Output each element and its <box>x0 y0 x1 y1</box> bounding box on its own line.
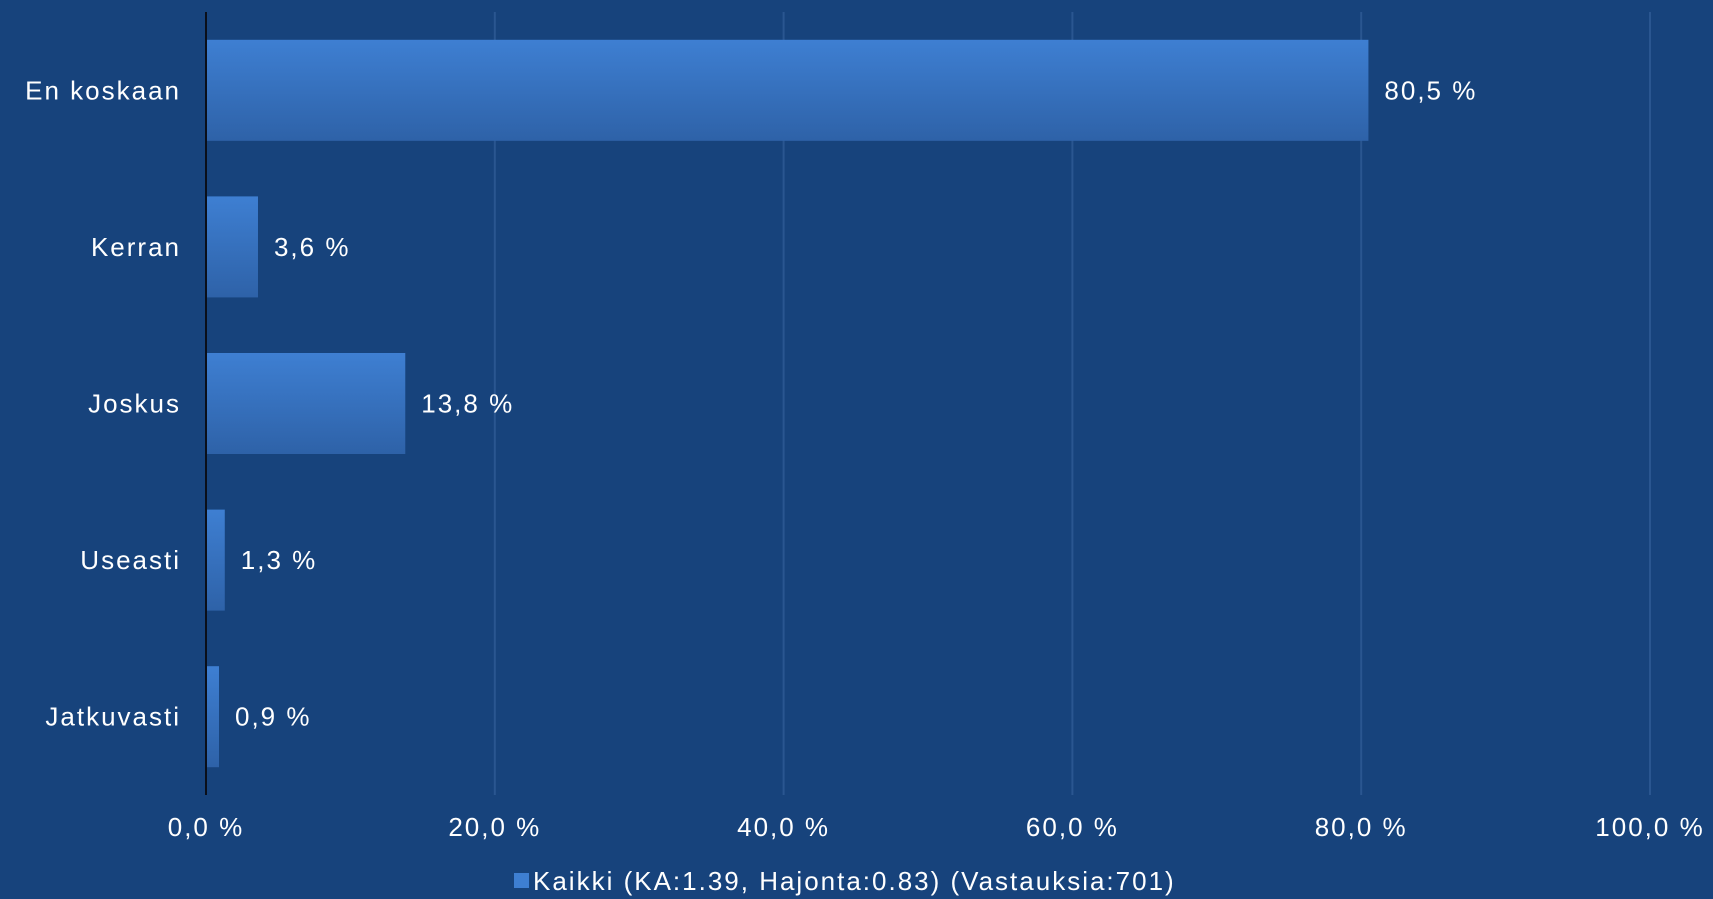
x-tick-label: 40,0 % <box>737 812 830 842</box>
grid-lines <box>493 12 1651 795</box>
x-tick-label: 60,0 % <box>1026 812 1119 842</box>
bar <box>206 196 258 298</box>
data-label: 13,8 % <box>421 389 514 419</box>
bar <box>206 353 406 454</box>
legend: Kaikki (KA:1.39, Hajonta:0.83) (Vastauks… <box>514 866 1176 896</box>
category-label: Useasti <box>80 545 181 575</box>
data-label: 0,9 % <box>235 702 312 732</box>
category-label: En koskaan <box>25 75 181 105</box>
x-tick-label: 20,0 % <box>448 812 541 842</box>
category-label: Jatkuvasti <box>45 702 181 732</box>
category-label: Joskus <box>88 389 181 419</box>
data-label: 1,3 % <box>241 545 318 575</box>
labels: 0,0 % 20,0 % 40,0 % 60,0 % 80,0 % 100,0 % En k… <box>25 75 1704 842</box>
bar <box>206 39 1369 141</box>
legend-swatch <box>514 873 529 888</box>
x-tick-label: 0,0 % <box>168 812 245 842</box>
legend-label: Kaikki (KA:1.39, Hajonta:0.83) (Vastauks… <box>533 866 1176 896</box>
data-label: 80,5 % <box>1384 75 1477 105</box>
x-tick-label: 80,0 % <box>1315 812 1408 842</box>
x-tick-label: 100,0 % <box>1595 812 1704 842</box>
category-label: Kerran <box>91 232 181 262</box>
data-label: 3,6 % <box>274 232 351 262</box>
bar <box>206 509 225 611</box>
bar <box>206 666 219 768</box>
bars <box>206 39 1369 768</box>
